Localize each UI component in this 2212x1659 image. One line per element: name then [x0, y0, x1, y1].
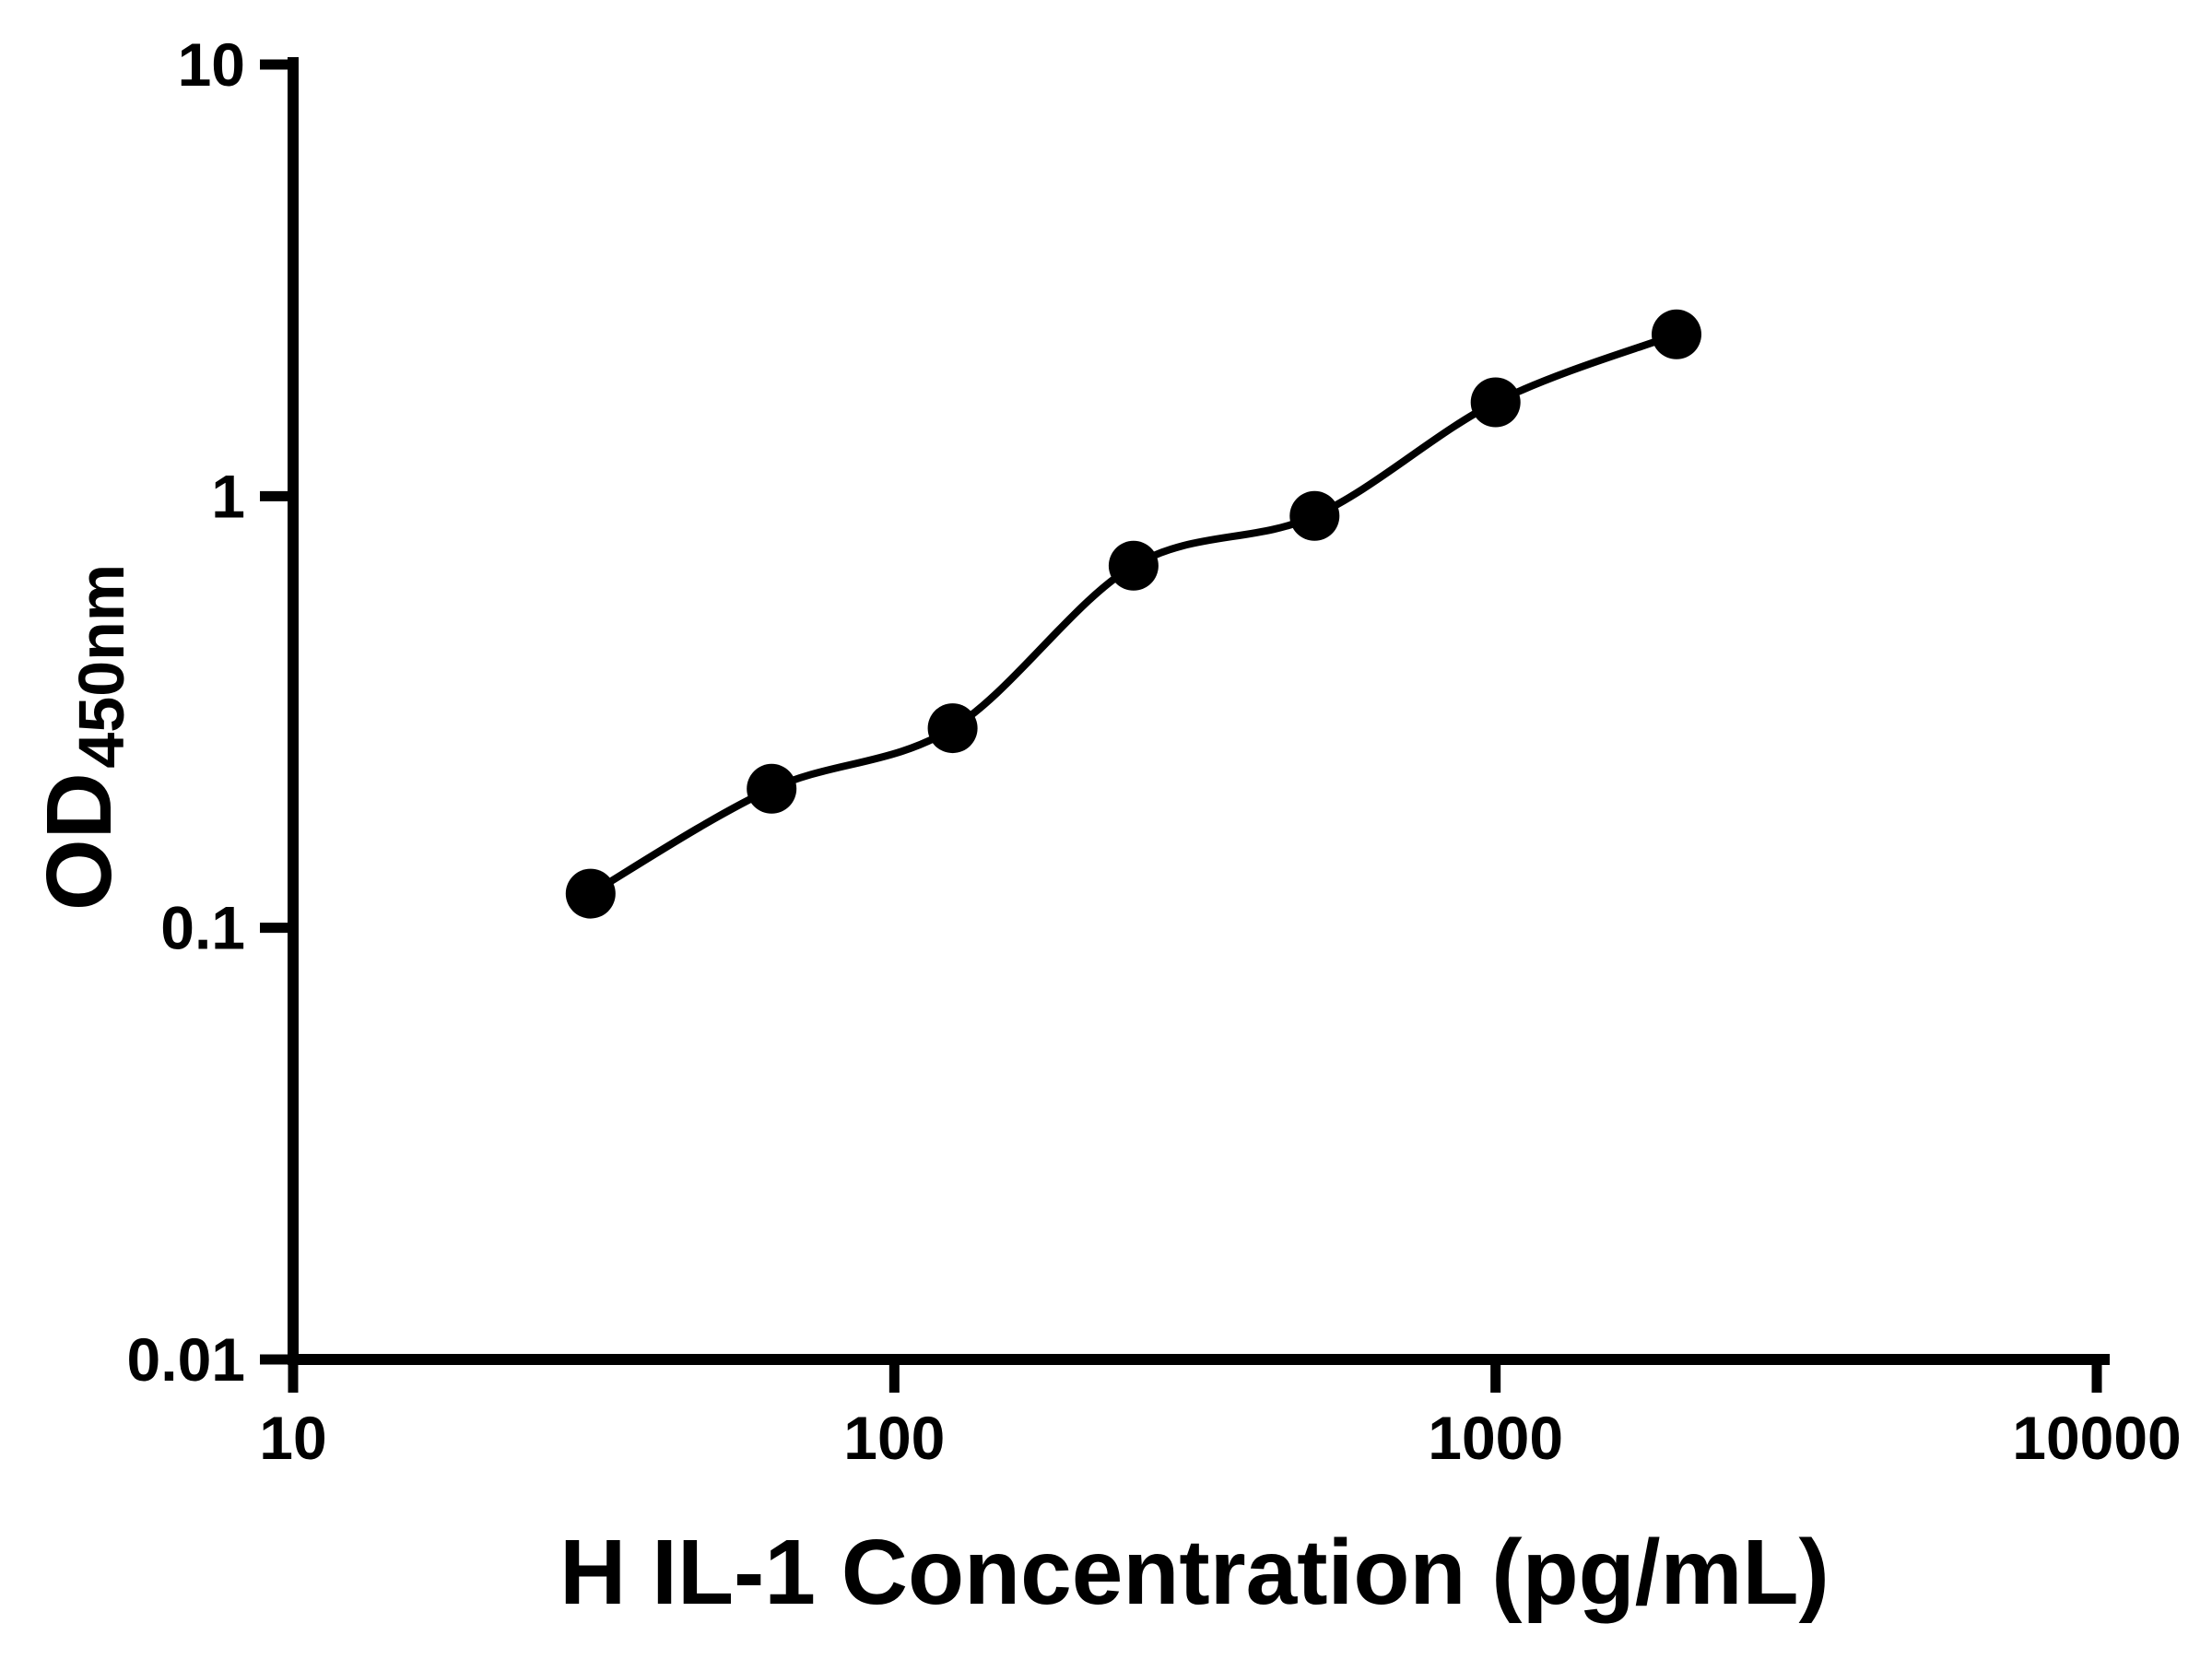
data-point	[927, 703, 978, 754]
data-point	[1289, 490, 1340, 541]
y-tick-label: 0.01	[127, 1325, 245, 1394]
y-axis-title-subscript: 450nm	[65, 564, 137, 769]
y-tick-label: 1	[211, 462, 245, 530]
data-point	[1652, 309, 1701, 359]
x-axis-title: H IL-1 Concentration (pg/mL)	[559, 1521, 1830, 1624]
y-tick-label: 0.1	[160, 894, 245, 962]
y-axis-title-main: OD	[28, 772, 131, 911]
x-tick-label: 1000	[1428, 1404, 1563, 1472]
data-point	[747, 763, 797, 814]
data-point	[565, 868, 616, 919]
y-axis-title: OD 450nm	[28, 564, 137, 911]
axes-layer: 10 100 1000 10000 0.01 0.1 1 10	[127, 30, 2182, 1472]
y-tick-label: 10	[178, 30, 245, 99]
series-layer	[565, 309, 1701, 919]
data-point	[1470, 377, 1521, 428]
x-tick-label: 10	[259, 1404, 326, 1472]
data-point	[1108, 540, 1159, 591]
x-tick-label: 100	[843, 1404, 945, 1472]
x-tick-label: 10000	[2012, 1404, 2182, 1472]
